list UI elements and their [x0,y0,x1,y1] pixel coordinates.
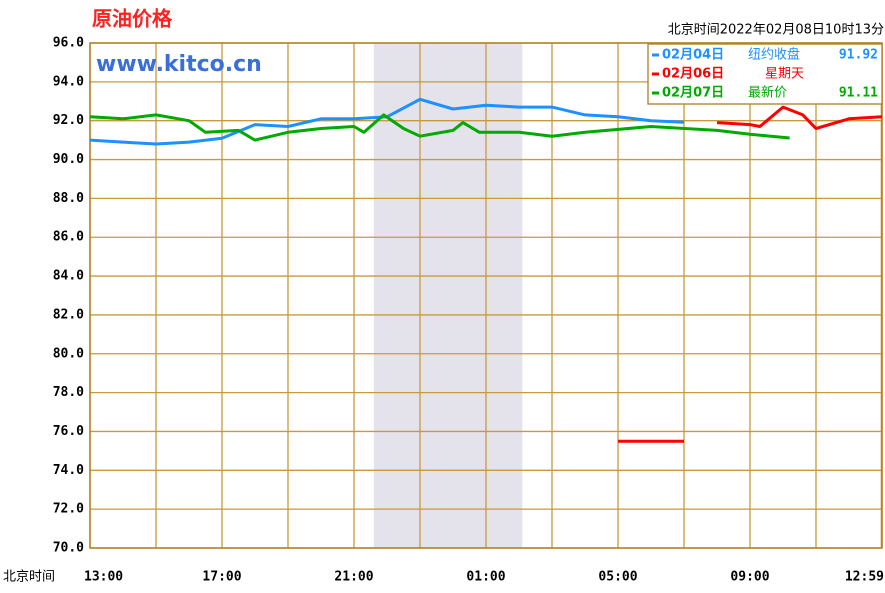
timestamp: 北京时间2022年02月08日10时13分 [668,23,884,38]
legend-status: 最新价 [748,85,787,101]
series-line [618,105,883,443]
legend-label: 02月04日 [662,48,724,63]
x-tick-label: 09:00 [730,570,769,585]
x-tick-label: 17:00 [202,570,241,585]
x-axis-label: 北京时间 [3,570,55,585]
y-tick-label: 76.0 [53,424,84,439]
legend-price: 91.11 [839,86,878,101]
legend-box [647,43,883,105]
y-tick-label: 96.0 [53,36,84,51]
y-tick-label: 74.0 [53,463,84,478]
y-tick-label: 88.0 [53,191,84,206]
legend-status: 星期天 [765,67,804,82]
x-tick-label: 12:59 [845,570,884,585]
legend-status: 纽约收盘 [748,47,800,63]
legend-label: 02月07日 [662,86,724,101]
legend-label: 02月06日 [662,67,724,82]
y-tick-label: 70.0 [53,541,84,556]
y-tick-label: 86.0 [53,230,84,245]
watermark: www.kitco.cn [96,52,262,77]
series-line [89,113,790,142]
chart-title: 原油价格 [92,7,173,31]
plot-border [89,42,883,549]
legend-price: 91.92 [839,48,878,63]
y-tick-label: 90.0 [53,152,84,167]
y-tick-label: 80.0 [53,346,84,361]
shaded-band [373,43,523,548]
y-tick-label: 78.0 [53,385,84,400]
x-tick-label: 13:00 [84,570,123,585]
y-tick-label: 94.0 [53,74,84,89]
y-tick-label: 82.0 [53,307,84,322]
y-tick-label: 72.0 [53,502,84,517]
y-tick-label: 84.0 [53,269,84,284]
y-tick-label: 92.0 [53,113,84,128]
x-tick-label: 05:00 [598,570,637,585]
x-tick-label: 21:00 [334,570,373,585]
x-tick-label: 01:00 [466,570,505,585]
